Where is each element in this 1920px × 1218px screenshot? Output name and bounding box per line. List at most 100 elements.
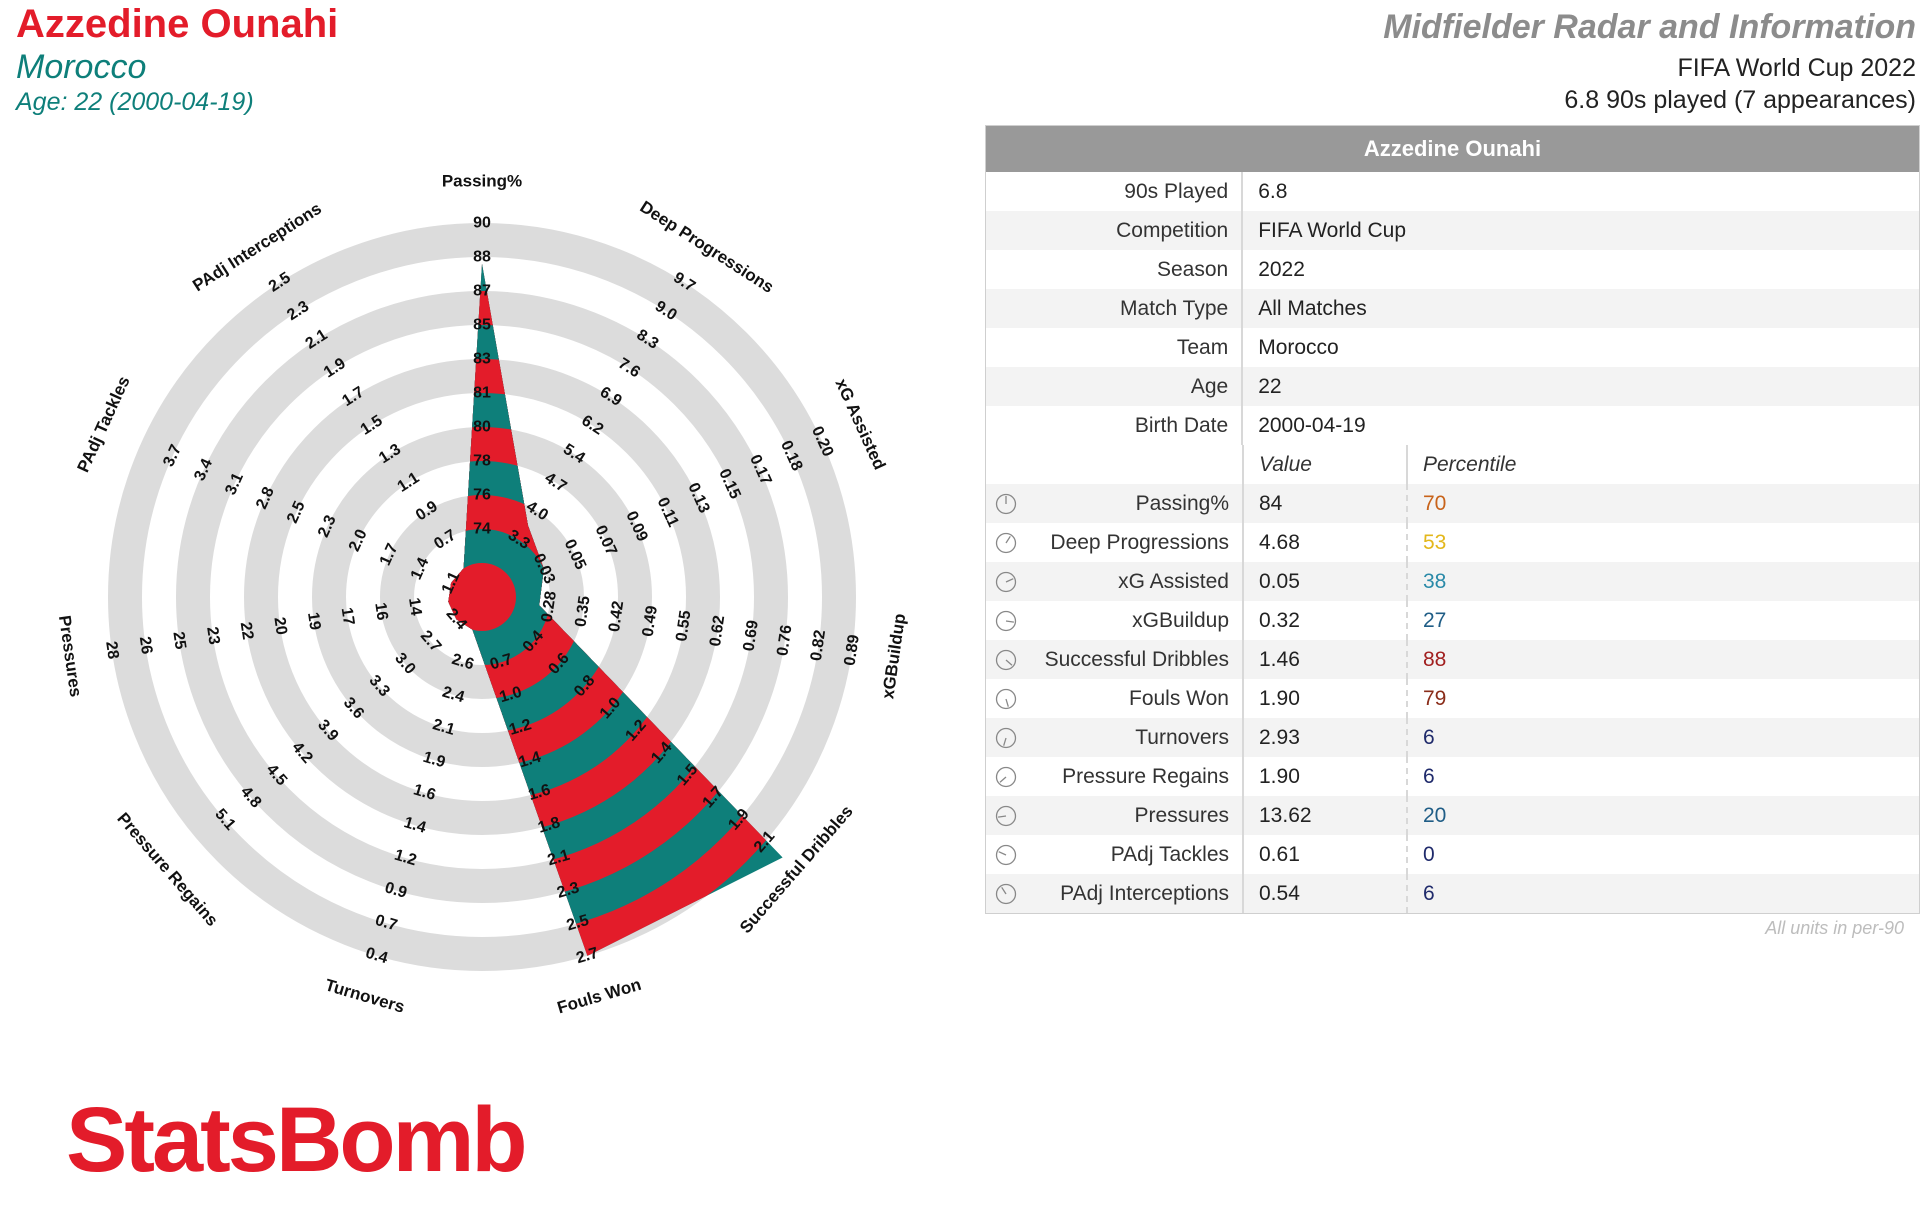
metric-percentile: 27 [1406,601,1446,640]
info-label: Team [1026,336,1241,360]
dial-icon [986,688,1026,710]
statsbomb-logo: StatsBomb [66,1088,525,1193]
radar-tick-label: 0.76 [774,624,795,657]
metric-row: Successful Dribbles 1.46 88 [986,640,1919,679]
info-row: Birth Date 2000-04-19 [986,406,1919,445]
metric-label: Deep Progressions [1026,531,1242,555]
radar-tick-label: 83 [473,351,491,368]
competition-line: FIFA World Cup 2022 [1677,54,1916,83]
metric-row: xGBuildup 0.32 27 [986,601,1919,640]
info-value: All Matches [1241,289,1919,328]
dial-icon [986,805,1026,827]
radar-tick-label: 20 [270,616,289,636]
radar-tick-label: 23 [203,626,222,646]
dial-icon [986,532,1026,554]
metric-value: 1.90 [1242,757,1406,796]
radar-tick-label: 19 [304,611,323,631]
radar-tick-label: 76 [473,487,491,504]
metric-row: Passing% 84 70 [986,484,1919,523]
metric-value: 0.32 [1242,601,1406,640]
metric-percentile: 53 [1406,523,1446,562]
metric-label: Pressures [1026,804,1242,828]
info-label: Birth Date [1026,414,1241,438]
info-value: FIFA World Cup [1241,211,1919,250]
metric-row: xG Assisted 0.05 38 [986,562,1919,601]
radar-tick-label: 85 [473,317,491,334]
metric-percentile: 6 [1406,874,1435,913]
metric-rows: Passing% 84 70 Deep Progressions 4.68 53 xG As… [986,484,1919,913]
radar-tick-label: 22 [237,621,256,641]
metric-percentile: 70 [1406,484,1446,523]
radar-tick-label: 26 [136,635,155,655]
info-row: Competition FIFA World Cup [986,211,1919,250]
metric-value: 4.68 [1242,523,1406,562]
metric-row: Deep Progressions 4.68 53 [986,523,1919,562]
metric-label: xGBuildup [1026,609,1242,633]
radar-tick-label: 0.89 [842,633,863,666]
player-name: Azzedine Ounahi [16,2,338,47]
metric-label: Turnovers [1026,726,1242,750]
metric-value: 0.61 [1242,835,1406,874]
radar-tick-label: 17 [338,606,357,626]
radar-tick-label: 25 [169,630,188,650]
radar-category-label: xGBuildup [878,612,909,700]
metric-label: PAdj Interceptions [1026,882,1242,906]
metric-label: Fouls Won [1026,687,1242,711]
info-value: 6.8 [1241,172,1919,211]
metric-label: xG Assisted [1026,570,1242,594]
metric-label: PAdj Tackles [1026,843,1242,867]
radar-tick-label: 87 [473,283,491,300]
radar-tick-label: 74 [473,521,491,538]
table-header: Azzedine Ounahi [986,126,1919,172]
info-value: 22 [1241,367,1919,406]
radar-category-label: Pressures [55,614,86,698]
radar-tick-label: 78 [473,453,491,470]
metric-value: 0.05 [1242,562,1406,601]
radar-tick-label: 28 [102,640,121,660]
info-label: 90s Played [1026,180,1241,204]
player-age: Age: 22 (2000-04-19) [16,88,254,117]
radar-tick-label: 0.49 [640,604,661,637]
metric-row: Turnovers 2.93 6 [986,718,1919,757]
radar-chart: 74767880818385878890Passing%3.34.04.75.4… [0,130,960,1030]
radar-category-label: Fouls Won [555,975,643,1018]
info-label: Match Type [1026,297,1241,321]
info-row: Season 2022 [986,250,1919,289]
dial-icon [986,727,1026,749]
radar-category-label: Turnovers [323,975,407,1016]
metric-label: Successful Dribbles [1026,648,1242,672]
metric-row: PAdj Interceptions 0.54 6 [986,874,1919,913]
dial-icon [986,766,1026,788]
metric-percentile: 6 [1406,757,1435,796]
info-value: Morocco [1241,328,1919,367]
dial-icon [986,493,1026,515]
info-label: Season [1026,258,1241,282]
dial-icon [986,571,1026,593]
report-title: Midfielder Radar and Information [1383,8,1916,47]
metric-value: 2.93 [1242,718,1406,757]
metric-value: 1.90 [1242,679,1406,718]
metric-value: 84 [1242,484,1406,523]
info-table: Azzedine Ounahi 90s Played 6.8 Competition… [985,125,1920,914]
metric-value: 13.62 [1242,796,1406,835]
metric-value: 1.46 [1242,640,1406,679]
metric-row: Pressure Regains 1.90 6 [986,757,1919,796]
metric-percentile: 6 [1406,718,1435,757]
metrics-header-row: Value Percentile [986,445,1919,484]
radar-category-label: PAdj Tackles [74,373,134,475]
metric-label: Pressure Regains [1026,765,1242,789]
radar-category-label: Passing% [442,172,522,191]
units-note: All units in per-90 [1765,918,1904,939]
radar-tick-label: 80 [473,419,491,436]
radar-tick-label: 90 [473,215,491,232]
metric-percentile: 38 [1406,562,1446,601]
percentile-column-header: Percentile [1406,445,1516,484]
metric-label: Passing% [1026,492,1242,516]
info-rows: 90s Played 6.8 Competition FIFA World Cup Se… [986,172,1919,445]
radar-tick-label: 16 [371,601,390,621]
info-row: Team Morocco [986,328,1919,367]
metric-percentile: 88 [1406,640,1446,679]
dial-icon [986,610,1026,632]
played-line: 6.8 90s played (7 appearances) [1564,86,1916,115]
metric-value: 0.54 [1242,874,1406,913]
